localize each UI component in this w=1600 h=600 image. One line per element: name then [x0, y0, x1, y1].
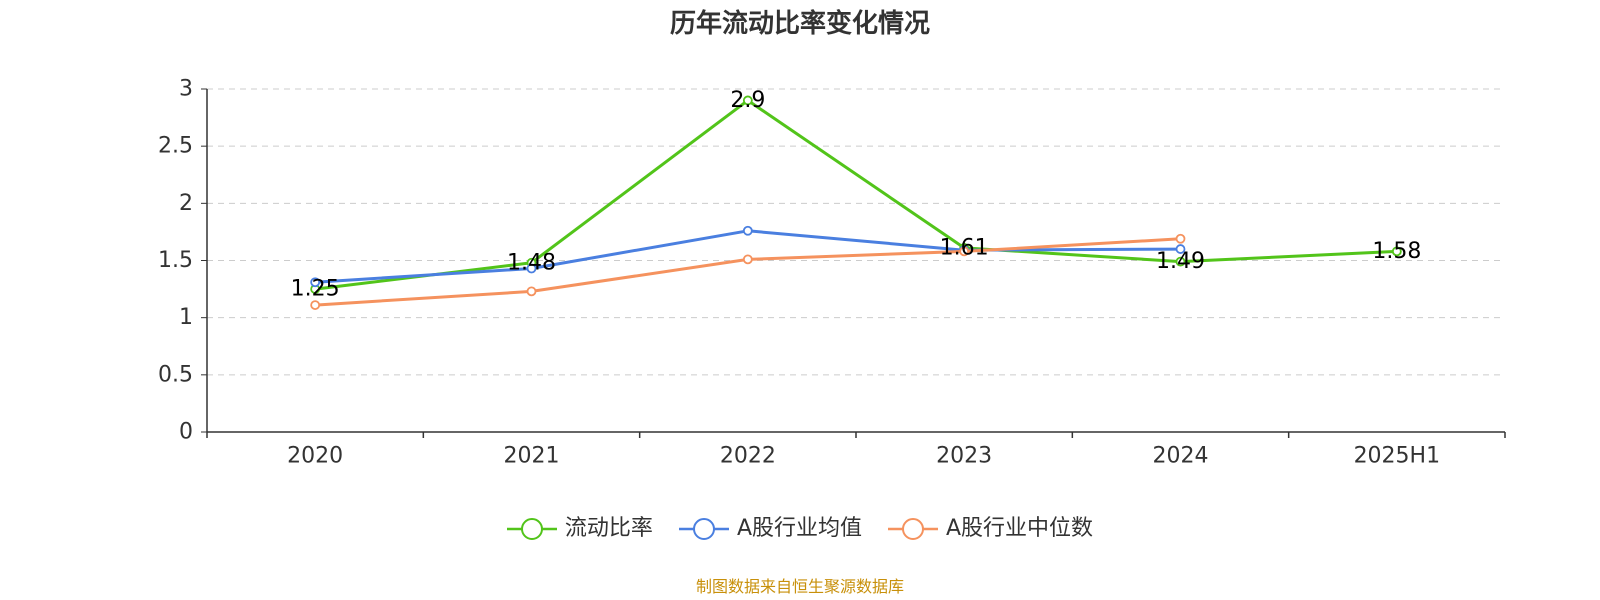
- series-point-1[interactable]: [526, 263, 537, 274]
- series-point-2[interactable]: [526, 286, 537, 297]
- x-tick-label: 2021: [504, 444, 560, 469]
- series-point-1[interactable]: [1175, 244, 1186, 254]
- y-tick-label: 1: [179, 305, 193, 330]
- data-label: 1.25: [291, 277, 340, 302]
- legend-item-2[interactable]: A股行业中位数: [888, 514, 1093, 544]
- series-point-0[interactable]: [1391, 246, 1402, 257]
- legend-label: A股行业中位数: [946, 516, 1094, 541]
- y-tick-label: 1.5: [158, 248, 193, 273]
- data-label: 1.61: [940, 235, 989, 260]
- y-tick-label: 0: [179, 420, 193, 445]
- series-point-1[interactable]: [310, 277, 321, 288]
- axes: 0 0.5 1 1.5 2 2.5 3 2020 2021 2022 2023 2024 2025H1: [158, 77, 1506, 469]
- x-tick-label: 2024: [1153, 444, 1209, 469]
- y-tick-label: 3: [179, 77, 193, 102]
- x-tick-label: 2020: [287, 444, 343, 469]
- data-source-note: 制图数据来自恒生聚源数据库: [695, 577, 904, 596]
- legend-line-circle-icon: [678, 518, 729, 540]
- y-tick-label: 0.5: [158, 362, 193, 387]
- series-lines: [310, 95, 1402, 310]
- series-point-2[interactable]: [959, 246, 970, 257]
- y-tick-label: 2.5: [158, 134, 193, 159]
- data-label: 1.48: [507, 250, 556, 275]
- series-point-2[interactable]: [1175, 233, 1186, 244]
- series-point-2[interactable]: [742, 254, 753, 265]
- legend-label: A股行业均值: [736, 516, 862, 541]
- legend-line-circle-icon: [506, 518, 557, 540]
- legend-line-circle-icon: [888, 518, 938, 540]
- x-tick-label: 2025H1: [1354, 444, 1441, 469]
- y-tick-label: 2: [179, 191, 193, 216]
- data-label: 1.49: [1156, 249, 1205, 274]
- series-point-1[interactable]: [742, 225, 753, 236]
- legend-label: 流动比率: [564, 516, 653, 541]
- chart-title: 历年流动比率变化情况: [669, 9, 930, 39]
- series-line-0: [315, 98, 1397, 291]
- legend-item-1[interactable]: A股行业均值: [678, 514, 862, 544]
- data-label: 1.58: [1372, 239, 1421, 264]
- x-tick-label: 2023: [936, 444, 992, 469]
- data-label: 2.9: [730, 88, 765, 113]
- series-point-0[interactable]: [742, 95, 753, 106]
- legend-item-0[interactable]: 流动比率: [506, 514, 653, 544]
- x-tick-label: 2022: [720, 444, 776, 469]
- grid-lines: [207, 88, 1505, 376]
- series-point-0[interactable]: [1175, 256, 1186, 267]
- data-labels: 1.25 1.48 2.9 1.61 1.49 1.58: [291, 88, 1422, 302]
- series-point-2[interactable]: [310, 300, 321, 310]
- legend: 流动比率 A股行业均值 A股行业中位数: [0, 514, 1600, 544]
